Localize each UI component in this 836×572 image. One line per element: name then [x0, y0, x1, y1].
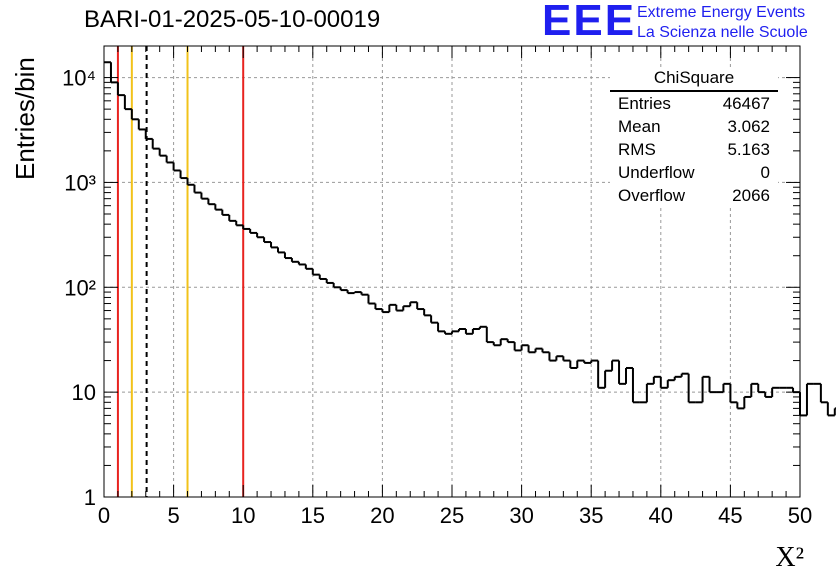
chart-title: BARI-01-2025-05-10-00019: [84, 6, 381, 33]
stats-value: 2066: [732, 186, 770, 205]
stats-value: 5.163: [727, 140, 770, 159]
y-tick-label: 10: [72, 380, 96, 405]
x-tick-label: 35: [579, 503, 603, 528]
y-tick-label: 10³: [64, 170, 96, 195]
stats-label: Underflow: [618, 163, 695, 182]
stats-label: Entries: [618, 94, 671, 113]
eee-logo-mark: EEE: [542, 0, 637, 45]
y-tick-label: 10²: [64, 275, 96, 300]
stats-value: 46467: [722, 94, 770, 113]
x-tick-label: 20: [370, 503, 394, 528]
x-tick-label: 30: [509, 503, 533, 528]
stats-label: Overflow: [618, 186, 686, 205]
x-tick-label: 0: [98, 503, 110, 528]
stats-value: 3.062: [727, 117, 770, 136]
x-tick-label: 10: [231, 503, 255, 528]
x-tick-label: 40: [649, 503, 673, 528]
x-axis-label: X²: [775, 542, 804, 572]
eee-logo-line2: La Scienza nelle Scuole: [637, 24, 808, 41]
stats-row-mean: Mean 3.062: [610, 115, 778, 138]
stats-row-rms: RMS 5.163: [610, 138, 778, 161]
stats-label: RMS: [618, 140, 656, 159]
stats-row-entries: Entries 46467: [610, 92, 778, 115]
stats-box: ChiSquare Entries 46467 Mean 3.062 RMS 5…: [610, 68, 778, 207]
y-tick-label: 10⁴: [62, 66, 96, 91]
eee-logo-line1: Extreme Energy Events: [637, 4, 806, 21]
stats-row-overflow: Overflow 2066: [610, 184, 778, 207]
x-tick-label: 15: [301, 503, 325, 528]
x-tick-label: 25: [440, 503, 464, 528]
stats-label: Mean: [618, 117, 661, 136]
x-tick-label: 5: [167, 503, 179, 528]
y-tick-label: 1: [84, 485, 96, 510]
eee-logo: EEE Extreme Energy Events La Scienza nel…: [542, 0, 836, 45]
stats-title: ChiSquare: [610, 68, 778, 92]
stats-row-underflow: Underflow 0: [610, 161, 778, 184]
stats-value: 0: [760, 163, 770, 182]
y-axis-label: Entries/bin: [10, 57, 40, 180]
x-tick-label: 50: [788, 503, 812, 528]
x-tick-label: 45: [718, 503, 742, 528]
